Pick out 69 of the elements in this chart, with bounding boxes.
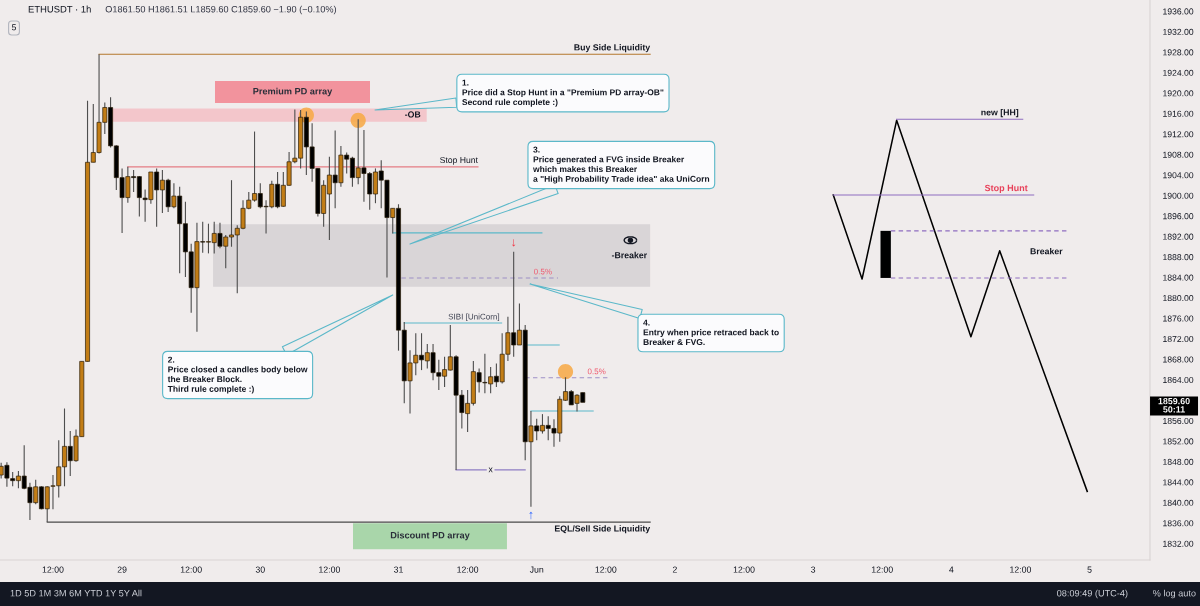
y-tick-label: 1848.00	[1163, 458, 1194, 465]
y-tick-label: 1832.00	[1163, 540, 1194, 547]
annotation: Buy Side Liquidity	[574, 44, 651, 53]
x-tick-label: 3	[811, 566, 816, 573]
annotation: Discount PD array	[390, 531, 470, 541]
y-tick-label: 1904.00	[1163, 172, 1194, 179]
y-tick-label: 1916.00	[1163, 110, 1194, 117]
annotation: ↑	[529, 511, 533, 520]
annotation: -Breaker	[611, 251, 647, 259]
annotation: ↓	[512, 239, 516, 247]
y-tick-label: 1868.00	[1163, 356, 1194, 363]
x-tick-label: 4	[949, 566, 954, 573]
y-tick-label: 1844.00	[1163, 479, 1194, 486]
y-tick-label: 1872.00	[1163, 335, 1194, 343]
x-tick-label: 12:00	[457, 566, 479, 573]
y-tick-label: 1936.00	[1163, 8, 1194, 15]
y-tick-label: 1864.00	[1163, 376, 1194, 384]
x-tick-label: 2	[672, 566, 677, 573]
annotation: Premium PD array	[253, 87, 333, 97]
x-tick-label: 12:00	[319, 566, 340, 573]
annotation: 5	[11, 24, 17, 31]
x-tick-label: 31	[393, 566, 403, 573]
x-tick-label: 5	[1087, 566, 1092, 573]
annotation: Breaker	[1030, 247, 1063, 255]
annotation: Stop Hunt	[440, 156, 478, 165]
annotation: new [HH]	[981, 109, 1019, 118]
y-tick-label: 1932.00	[1163, 28, 1194, 35]
annotation: 0.5%	[587, 368, 606, 375]
annotation: Stop Hunt	[984, 184, 1028, 193]
annotation: 2. Price closed a candles body below the Breaker Block. Third rule complete :)	[167, 356, 308, 394]
annotation: 0.5%	[533, 268, 552, 275]
x-tick-label: 12:00	[595, 566, 617, 573]
y-tick-label: 1896.00	[1163, 213, 1194, 220]
x-tick-label: 12:00	[733, 566, 755, 573]
x-tick-label: Jun	[529, 566, 544, 573]
x-tick-label: 12:00	[42, 566, 64, 573]
y-tick-label: 1856.00	[1163, 417, 1194, 424]
y-tick-label: 1840.00	[1163, 499, 1194, 506]
y-tick-label: 1852.00	[1163, 438, 1194, 445]
annotation: EQL/Sell Side Liquidity	[554, 525, 651, 534]
annotation: 1. Price did a Stop Hunt in a "Premium PD array-OB" Second rule complete :)	[462, 79, 664, 107]
text: 1859.60 50:11	[1158, 397, 1190, 413]
y-tick-label: 1928.00	[1163, 49, 1194, 56]
y-tick-label: 1920.00	[1163, 90, 1194, 97]
y-tick-label: 1908.00	[1163, 151, 1194, 158]
x-tick-label: 12:00	[180, 566, 202, 573]
chart-title: ETHUSDT · 1h	[28, 5, 91, 13]
y-tick-label: 1836.00	[1163, 520, 1194, 527]
y-tick-label: 1892.00	[1163, 233, 1194, 240]
y-tick-label: 1876.00	[1163, 315, 1194, 322]
text: 08:09:49 (UTC-4)	[1057, 589, 1128, 599]
text: % log auto	[1153, 589, 1196, 599]
x-tick-label: 12:00	[871, 566, 893, 573]
y-tick-label: 1912.00	[1163, 131, 1194, 138]
y-tick-label: 1900.00	[1163, 192, 1194, 199]
annotation: -OB	[405, 111, 421, 118]
annotation: 4. Entry when price retraced back to Breaker & FVG.	[643, 319, 779, 346]
x-tick-label: 12:00	[1010, 566, 1032, 573]
y-tick-label: 1880.00	[1163, 295, 1194, 302]
x-tick-label: 29	[117, 566, 127, 573]
text: 1D 5D 1M 3M 6M YTD 1Y 5Y All	[10, 589, 142, 597]
annotation: 3. Price generated a FVG inside Breaker which makes this Breaker a "High Probability Trade idea" aka UniCorn	[533, 146, 710, 184]
x-tick-label: 30	[255, 566, 265, 573]
annotation: x	[488, 467, 493, 473]
text: O1861.50 H1861.51 L1859.60 C1859.60 −1.90 (−0.10%)	[105, 5, 337, 15]
y-tick-label: 1884.00	[1163, 274, 1194, 281]
y-tick-label: 1924.00	[1163, 69, 1194, 76]
y-tick-label: 1888.00	[1163, 254, 1194, 261]
annotation: SIBI [UniCorn]	[448, 313, 500, 322]
